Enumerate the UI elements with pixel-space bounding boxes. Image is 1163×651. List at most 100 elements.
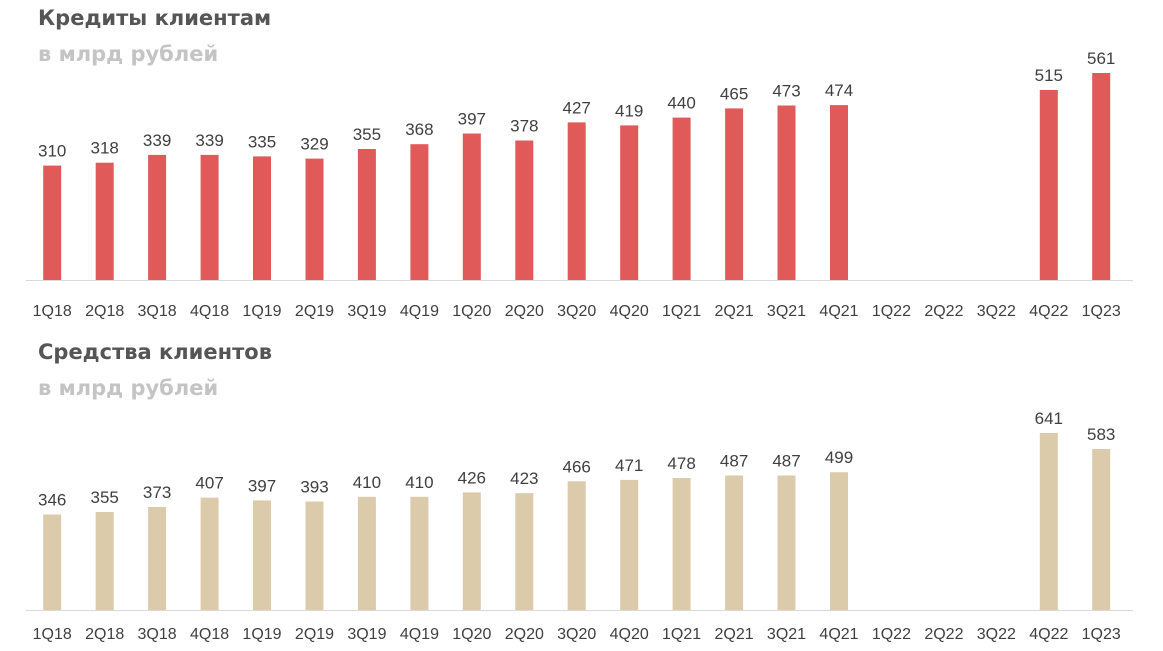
loans-tick-label-1Q19: 1Q19: [242, 303, 281, 320]
deposits-value-label-4Q19: 410: [405, 473, 433, 492]
deposits-value-label-4Q22: 641: [1035, 409, 1063, 428]
loans-value-label-3Q19: 355: [353, 125, 381, 144]
deposits-value-label-2Q18: 355: [91, 488, 119, 507]
loans-tick-label-1Q18: 1Q18: [33, 303, 72, 320]
deposits-bar-4Q20: [620, 479, 639, 610]
loans-tick-label-4Q22: 4Q22: [1029, 303, 1068, 320]
deposits-value-label-3Q20: 466: [563, 457, 591, 476]
deposits-tick-label-2Q18: 2Q18: [85, 626, 124, 643]
deposits-value-label-4Q18: 407: [195, 474, 223, 493]
loans-tick-label-3Q21: 3Q21: [767, 303, 806, 320]
loans-value-label-1Q20: 397: [458, 110, 486, 129]
deposits-bar-1Q19: [253, 500, 271, 610]
loans-value-label-3Q20: 427: [563, 98, 591, 117]
deposits-chart-subtitle: в млрд рублей: [38, 376, 219, 400]
loans-bar-1Q20: [462, 133, 481, 280]
loans-value-label-1Q23: 561: [1087, 49, 1115, 68]
loans-bar-2Q19: [305, 158, 324, 280]
loans-bar-3Q21: [777, 105, 796, 280]
loans-tick-label-2Q22: 2Q22: [924, 303, 963, 320]
loans-value-label-2Q18: 318: [91, 139, 119, 158]
loans-tick-label-2Q21: 2Q21: [715, 303, 754, 320]
deposits-bar-2Q19: [305, 501, 324, 610]
deposits-tick-label-3Q18: 3Q18: [138, 626, 177, 643]
loans-tick-label-3Q19: 3Q19: [347, 303, 386, 320]
loans-tick-label-1Q23: 1Q23: [1082, 303, 1121, 320]
deposits-tick-label-1Q18: 1Q18: [33, 626, 72, 643]
loans-tick-label-4Q18: 4Q18: [190, 303, 229, 320]
loans-value-label-1Q18: 310: [38, 142, 66, 161]
loans-chart: Кредиты клиентам в млрд рублей 310 1Q18 31…: [26, 6, 1133, 320]
loans-bar-1Q18: [43, 165, 62, 280]
loans-tick-label-1Q21: 1Q21: [662, 303, 701, 320]
loans-value-label-4Q21: 474: [825, 81, 853, 100]
loans-value-label-1Q21: 440: [667, 94, 695, 113]
loans-value-label-3Q18: 339: [143, 131, 171, 150]
loans-tick-label-1Q20: 1Q20: [452, 303, 491, 320]
deposits-value-label-2Q21: 487: [720, 452, 748, 471]
loans-chart-title: Кредиты клиентам: [38, 6, 272, 30]
loans-bar-2Q18: [95, 162, 114, 280]
deposits-bar-1Q23: [1092, 449, 1111, 610]
deposits-tick-label-1Q21: 1Q21: [662, 626, 701, 643]
deposits-value-label-3Q21: 487: [772, 452, 800, 471]
loans-tick-label-4Q21: 4Q21: [819, 303, 858, 320]
deposits-value-label-1Q20: 426: [458, 468, 486, 487]
deposits-tick-label-2Q22: 2Q22: [924, 626, 963, 643]
loans-bar-4Q19: [410, 144, 429, 280]
loans-bar-3Q20: [567, 122, 586, 281]
deposits-bar-4Q18: [200, 497, 219, 610]
loans-tick-label-2Q18: 2Q18: [85, 303, 124, 320]
deposits-bar-3Q21: [777, 475, 796, 610]
deposits-bar-2Q18: [95, 512, 114, 610]
loans-tick-label-3Q22: 3Q22: [977, 303, 1016, 320]
loans-value-label-3Q21: 473: [772, 82, 800, 101]
loans-value-label-2Q19: 329: [300, 135, 328, 154]
loans-bar-3Q18: [148, 154, 167, 280]
deposits-tick-label-3Q21: 3Q21: [767, 626, 806, 643]
loans-bar-4Q22: [1039, 90, 1058, 280]
deposits-chart-plot: 346 1Q18 355 2Q18 373 3Q18 407 4Q18 397 1Q19 393 2Q…: [26, 409, 1133, 643]
loans-value-label-4Q18: 339: [195, 131, 223, 150]
deposits-value-label-3Q19: 410: [353, 473, 381, 492]
deposits-value-label-4Q21: 499: [825, 448, 853, 467]
loans-bar-4Q18: [200, 154, 219, 280]
deposits-bar-1Q20: [462, 492, 481, 610]
loans-value-label-2Q20: 378: [510, 117, 538, 136]
loans-value-label-4Q22: 515: [1035, 66, 1063, 85]
loans-tick-label-1Q22: 1Q22: [872, 303, 911, 320]
loans-bar-1Q19: [253, 156, 271, 280]
deposits-bar-1Q21: [672, 478, 691, 610]
loans-tick-label-2Q20: 2Q20: [505, 303, 544, 320]
loans-bar-4Q20: [620, 125, 639, 281]
deposits-tick-label-2Q19: 2Q19: [295, 626, 334, 643]
deposits-tick-label-1Q19: 1Q19: [242, 626, 281, 643]
deposits-value-label-3Q18: 373: [143, 483, 171, 502]
loans-value-label-1Q19: 335: [248, 132, 276, 151]
deposits-tick-label-4Q22: 4Q22: [1029, 626, 1068, 643]
deposits-value-label-1Q19: 397: [248, 476, 276, 495]
loans-tick-label-3Q18: 3Q18: [138, 303, 177, 320]
deposits-tick-label-4Q20: 4Q20: [610, 626, 649, 643]
deposits-value-label-1Q21: 478: [667, 454, 695, 473]
loans-tick-label-4Q19: 4Q19: [400, 303, 439, 320]
deposits-tick-label-4Q21: 4Q21: [819, 626, 858, 643]
deposits-value-label-1Q18: 346: [38, 491, 66, 510]
loans-bar-1Q21: [672, 117, 691, 280]
loans-bar-3Q19: [357, 149, 376, 280]
loans-value-label-2Q21: 465: [720, 84, 748, 103]
deposits-bar-4Q22: [1039, 433, 1058, 610]
deposits-bar-3Q20: [567, 481, 586, 610]
deposits-bar-3Q19: [357, 496, 376, 610]
loans-tick-label-3Q20: 3Q20: [557, 303, 596, 320]
loans-value-label-4Q19: 368: [405, 120, 433, 139]
deposits-value-label-4Q20: 471: [615, 456, 643, 475]
deposits-value-label-1Q23: 583: [1087, 425, 1115, 444]
deposits-tick-label-4Q18: 4Q18: [190, 626, 229, 643]
deposits-bar-2Q20: [515, 493, 534, 610]
deposits-chart-title: Средства клиентов: [38, 340, 273, 364]
deposits-chart: Средства клиентов в млрд рублей 346 1Q18 3…: [0, 334, 1163, 651]
deposits-value-label-2Q20: 423: [510, 469, 538, 488]
loans-tick-label-4Q20: 4Q20: [610, 303, 649, 320]
loans-bar-1Q23: [1092, 73, 1111, 280]
